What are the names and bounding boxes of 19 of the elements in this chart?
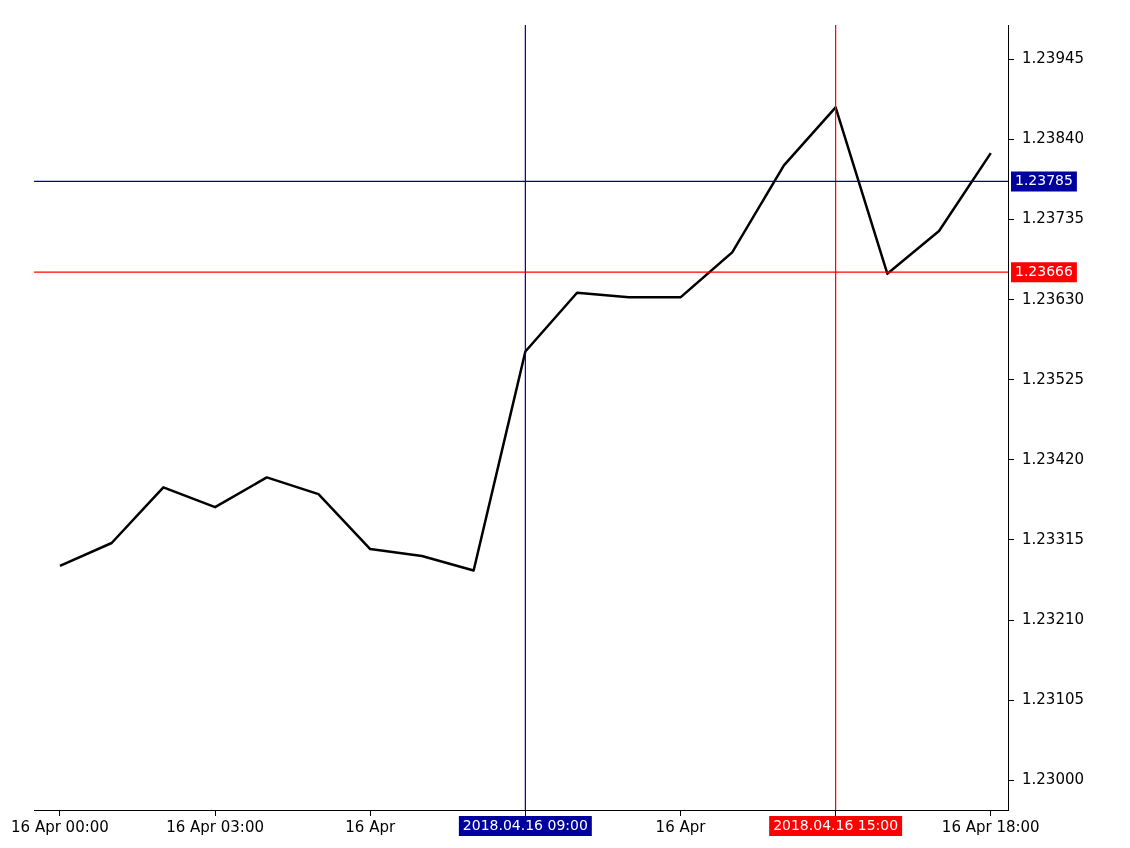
x-tick-label: 16 Apr <box>655 817 707 836</box>
x-tick-label: 16 Apr 03:00 <box>166 817 264 836</box>
y-tick-label: 1.23525 <box>1022 369 1085 388</box>
x-tick-label: 16 Apr <box>345 817 396 836</box>
y-tick-label: 1.23735 <box>1022 209 1085 228</box>
y-tick-label: 1.23315 <box>1022 529 1085 548</box>
y-tick-label: 1.23945 <box>1022 49 1085 68</box>
y-tick-label: 1.23105 <box>1022 690 1085 709</box>
y-tick-label: 1.23000 <box>1022 770 1085 789</box>
x-tick-label: 16 Apr 18:00 <box>941 817 1040 836</box>
ref-line-label: 2018.04.16 15:00 <box>773 816 899 833</box>
ref-line-label: 2018.04.16 09:00 <box>462 816 588 833</box>
ref-line-label: 1.23666 <box>1014 262 1073 279</box>
y-tick-label: 1.23630 <box>1022 289 1085 308</box>
y-tick-label: 1.23210 <box>1022 609 1085 628</box>
ref-line-label: 1.23785 <box>1014 172 1073 189</box>
x-tick-label: 16 Apr 00:00 <box>11 817 109 836</box>
y-tick-label: 1.23420 <box>1022 449 1085 468</box>
y-tick-label: 1.23840 <box>1022 129 1085 148</box>
